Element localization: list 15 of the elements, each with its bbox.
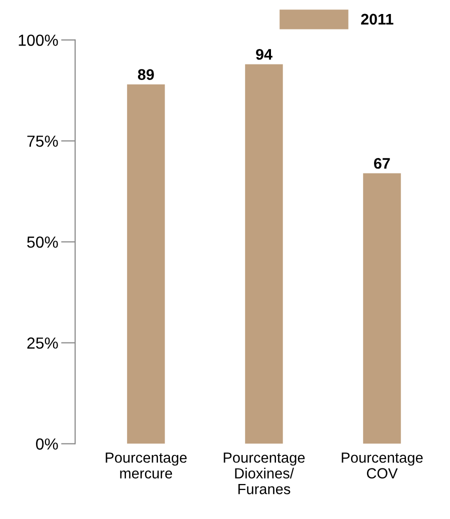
bar: [245, 64, 283, 444]
x-tick-label: Pourcentage mercure: [106, 452, 187, 478]
data-label: 89: [138, 69, 154, 80]
y-tick-label: 100%: [18, 34, 58, 46]
y-tick-label: 75%: [27, 136, 58, 147]
y-tick-label: 0%: [36, 438, 58, 450]
y-tick-label: 50%: [27, 236, 58, 248]
bar: [363, 173, 401, 444]
y-tick-label: 25%: [27, 337, 58, 349]
x-tick-label: Pourcentage COV: [342, 452, 423, 478]
data-label: 94: [256, 48, 272, 60]
bar: [127, 84, 165, 444]
data-label: 67: [374, 158, 390, 169]
legend-label: 2011: [361, 14, 394, 25]
x-tick-label: Pourcentage Dioxines/ Furanes: [224, 452, 305, 494]
